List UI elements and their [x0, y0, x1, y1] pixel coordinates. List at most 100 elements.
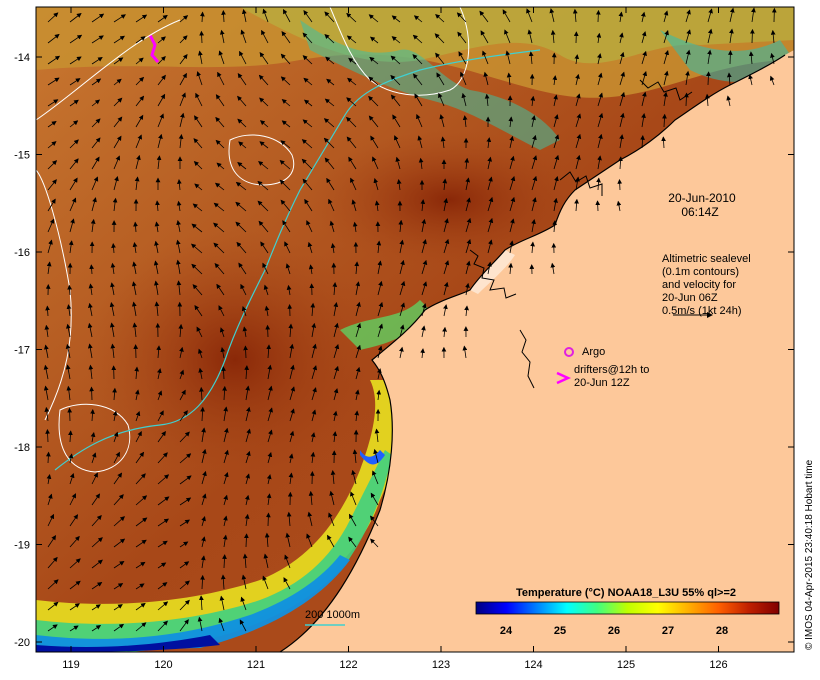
velocity-arrow — [435, 13, 445, 23]
velocity-arrow — [352, 449, 358, 464]
velocity-arrow — [333, 322, 339, 338]
velocity-arrow — [113, 538, 126, 548]
velocity-arrow — [43, 364, 49, 380]
velocity-arrow — [641, 31, 647, 44]
date-line2: 06:14Z — [681, 205, 718, 219]
velocity-arrow — [157, 452, 168, 464]
velocity-arrow — [354, 410, 360, 422]
velocity-arrow — [597, 133, 603, 149]
velocity-arrow — [531, 115, 536, 128]
velocity-arrow — [531, 197, 537, 212]
velocity-arrow — [596, 177, 601, 191]
velocity-arrow — [131, 301, 137, 317]
velocity-arrow — [91, 625, 102, 632]
velocity-arrow — [65, 323, 71, 338]
velocity-arrow — [464, 157, 470, 170]
velocity-arrow — [193, 138, 203, 149]
velocity-arrow — [47, 198, 56, 212]
velocity-arrow — [374, 200, 380, 212]
velocity-arrow — [191, 263, 203, 275]
velocity-arrow — [487, 261, 492, 275]
velocity-arrow — [47, 120, 57, 128]
velocity-arrow — [267, 385, 273, 401]
velocity-arrow — [390, 94, 401, 107]
velocity-arrow — [65, 364, 71, 380]
velocity-arrow — [280, 140, 291, 149]
velocity-arrow — [661, 136, 666, 149]
y-tick-label: -17 — [14, 345, 30, 357]
y-tick-label: -15 — [14, 150, 30, 162]
velocity-arrow — [355, 301, 361, 317]
velocity-arrow — [135, 495, 148, 506]
velocity-arrow — [44, 406, 50, 422]
velocity-arrow — [179, 453, 192, 464]
velocity-arrow — [684, 92, 689, 107]
velocity-arrow — [301, 158, 313, 170]
velocity-arrow — [399, 259, 405, 275]
velocity-arrow — [308, 490, 314, 506]
velocity-arrow — [288, 472, 294, 485]
velocity-arrow — [288, 453, 294, 464]
velocity-arrow — [663, 91, 668, 107]
velocity-arrow — [135, 539, 147, 548]
velocity-arrow — [663, 70, 669, 86]
velocity-arrow — [240, 596, 247, 611]
velocity-arrow — [201, 470, 207, 485]
velocity-arrow — [572, 8, 578, 23]
velocity-arrow — [770, 52, 775, 65]
velocity-arrow — [132, 242, 138, 254]
velocity-arrow — [47, 160, 58, 170]
velocity-arrow — [157, 133, 163, 149]
velocity-arrow — [502, 9, 511, 23]
velocity-arrow — [266, 493, 272, 506]
velocity-arrow — [112, 197, 118, 212]
velocity-arrow — [241, 305, 247, 317]
velocity-arrow — [324, 34, 335, 44]
velocity-arrow — [311, 343, 317, 359]
velocity-arrow — [351, 199, 357, 212]
velocity-arrow — [223, 427, 229, 443]
velocity-arrow — [354, 389, 360, 401]
velocity-arrow — [619, 32, 624, 44]
velocity-arrow — [199, 386, 204, 401]
velocity-arrow — [663, 50, 669, 65]
velocity-arrow — [413, 73, 423, 86]
velocity-arrow — [265, 324, 271, 338]
velocity-arrow — [154, 221, 160, 233]
velocity-arrow — [390, 55, 401, 65]
velocity-arrow — [374, 428, 380, 443]
velocity-arrow — [216, 283, 225, 296]
colorbar — [475, 601, 780, 615]
velocity-arrow — [619, 134, 624, 149]
velocity-arrow — [236, 241, 247, 254]
velocity-arrow — [346, 35, 357, 44]
velocity-arrow — [176, 200, 182, 212]
velocity-arrow — [553, 94, 558, 107]
velocity-arrow — [479, 10, 489, 23]
velocity-arrow — [509, 176, 516, 191]
velocity-arrow — [707, 28, 713, 44]
velocity-arrow — [259, 52, 269, 65]
date-line1: 20-Jun-2010 — [668, 191, 736, 205]
velocity-arrow — [487, 217, 494, 233]
velocity-arrow — [133, 221, 138, 233]
velocity-arrow — [326, 177, 335, 191]
velocity-arrow — [157, 390, 163, 401]
velocity-arrow — [706, 71, 711, 86]
drifter-marker-icon — [556, 371, 572, 385]
velocity-arrow — [414, 93, 423, 107]
velocity-arrow — [179, 519, 190, 527]
velocity-arrow — [619, 71, 626, 86]
velocity-arrow — [154, 301, 160, 317]
velocity-arrow — [191, 223, 203, 233]
velocity-arrow — [218, 305, 225, 317]
velocity-arrow — [91, 452, 97, 464]
velocity-arrow — [135, 134, 142, 149]
velocity-arrow — [156, 155, 162, 170]
velocity-arrow — [192, 203, 203, 212]
velocity-arrow — [113, 516, 125, 527]
velocity-arrow — [311, 322, 317, 338]
velocity-arrow — [194, 183, 203, 191]
velocity-arrow — [421, 218, 427, 233]
velocity-arrow — [751, 7, 756, 23]
